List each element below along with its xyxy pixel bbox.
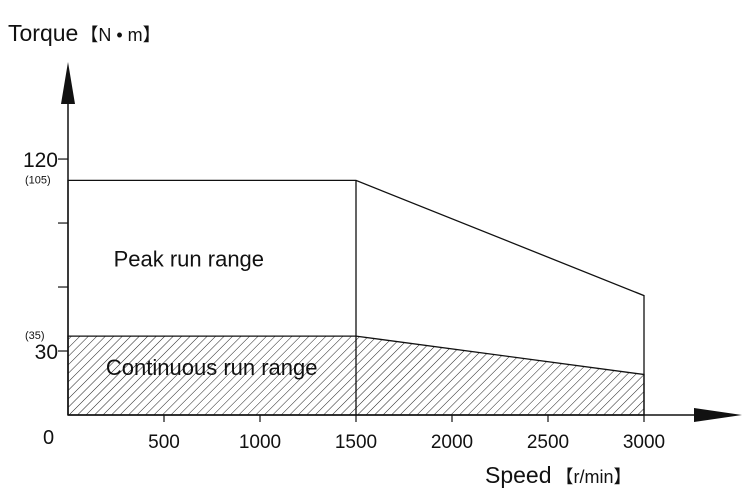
- y-axis-arrow: [61, 62, 75, 104]
- x-tick-label: 1500: [335, 432, 377, 453]
- x-tick-label: 1000: [239, 432, 281, 453]
- x-tick-label: 500: [148, 432, 180, 453]
- x-tick-label: 2000: [431, 432, 473, 453]
- region-labels: Peak run range Continuous run range: [106, 246, 318, 380]
- x-axis-title: Speed 【r/min】: [485, 462, 632, 488]
- y-tick-label: 120: [23, 149, 58, 172]
- y-annotation: (105): [25, 174, 51, 186]
- x-axis-arrow: [694, 408, 742, 422]
- y-axis-title: Torque 【N • m】: [8, 20, 161, 46]
- axis-ticks: 500 1000 1500 2000 2500 3000 120 30 (105) (35): [23, 149, 665, 453]
- label-continuous-run-range: Continuous run range: [106, 355, 318, 380]
- x-tick-label: 3000: [623, 432, 665, 453]
- x-tick-label: 2500: [527, 432, 569, 453]
- label-peak-run-range: Peak run range: [114, 246, 264, 271]
- y-annotation: (35): [25, 330, 45, 342]
- y-tick-label: 30: [35, 341, 58, 364]
- origin-label: 0: [43, 427, 54, 449]
